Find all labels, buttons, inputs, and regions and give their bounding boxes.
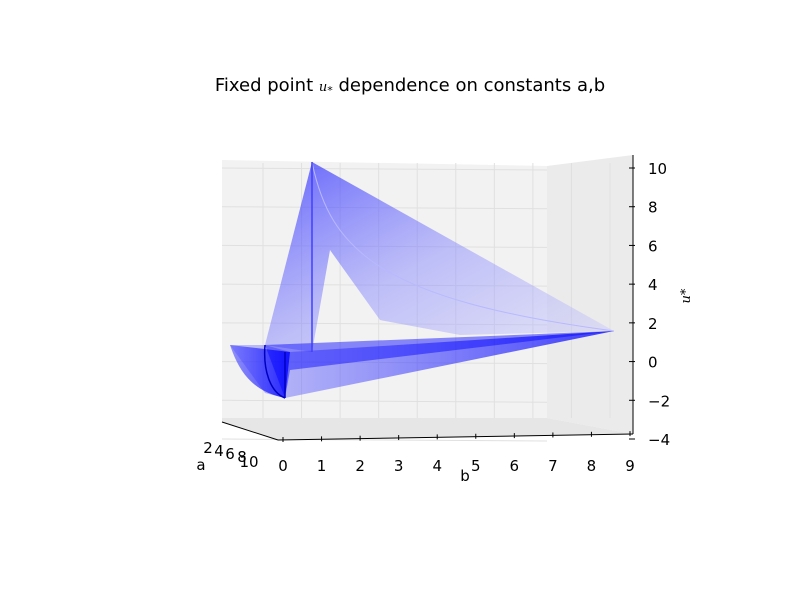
surface-dark-ridge bbox=[265, 331, 614, 398]
z-tick-label: 10 bbox=[648, 160, 667, 178]
y-tick-label: 2 bbox=[355, 457, 365, 475]
z-tick-label: −2 bbox=[648, 392, 670, 410]
surface-front-curve bbox=[263, 344, 286, 399]
surface bbox=[230, 161, 615, 399]
z-tick-label: 6 bbox=[648, 237, 658, 255]
y-tick-label: 7 bbox=[548, 457, 558, 475]
chart-title: Fixed point u* dependence on constants a… bbox=[215, 75, 605, 97]
y-tick-label: 0 bbox=[278, 457, 288, 475]
y-axis-line bbox=[277, 433, 634, 441]
x-tick-label: 6 bbox=[225, 445, 235, 463]
title-math-sub: * bbox=[327, 84, 333, 97]
y-tick-label: 4 bbox=[432, 457, 442, 475]
grid-line bbox=[221, 438, 548, 442]
surface-lower-fan bbox=[230, 331, 614, 398]
surface-lower-bowl bbox=[230, 345, 290, 398]
x-axis-label: a bbox=[196, 456, 205, 474]
title-math: u bbox=[319, 80, 327, 95]
surface-curved-edge bbox=[311, 161, 615, 332]
x-ticks: 2 4 6 810 bbox=[203, 439, 258, 471]
y-tick-label: 8 bbox=[587, 457, 597, 475]
right-pane bbox=[547, 155, 633, 434]
x-tick-label: 8 bbox=[237, 448, 247, 466]
y-tick-label: 9 bbox=[625, 457, 635, 475]
z-tick-label: 4 bbox=[648, 276, 658, 294]
z-axis-label: u* bbox=[679, 288, 694, 303]
y-tick-label: 3 bbox=[394, 457, 404, 475]
title-rest: dependence on constants a,b bbox=[333, 75, 605, 96]
z-tick-label: 0 bbox=[648, 354, 658, 372]
z-tick-label: −4 bbox=[648, 431, 670, 449]
z-tick-label: 8 bbox=[648, 199, 658, 217]
x-tick-label: 10 bbox=[239, 453, 258, 471]
y-ticks: 0 1 2 3 4 5 6 7 8 9 bbox=[278, 431, 635, 475]
y-tick-label: 6 bbox=[510, 457, 520, 475]
z-tick-label: 2 bbox=[648, 315, 658, 333]
x-axis-line bbox=[221, 421, 279, 441]
x-tick-label: 4 bbox=[214, 442, 224, 460]
grid-line bbox=[221, 167, 548, 171]
z-ticks: 10 8 6 4 2 0 −2 −4 bbox=[629, 160, 670, 449]
floor-pane bbox=[222, 418, 633, 440]
x-tick-label: 2 bbox=[203, 439, 213, 457]
y-axis-label: b bbox=[460, 467, 470, 485]
grid-line bbox=[221, 399, 548, 403]
surface-upper-sheet bbox=[265, 162, 614, 352]
y-tick-label: 1 bbox=[317, 457, 327, 475]
y-tick-label: 5 bbox=[471, 457, 481, 475]
